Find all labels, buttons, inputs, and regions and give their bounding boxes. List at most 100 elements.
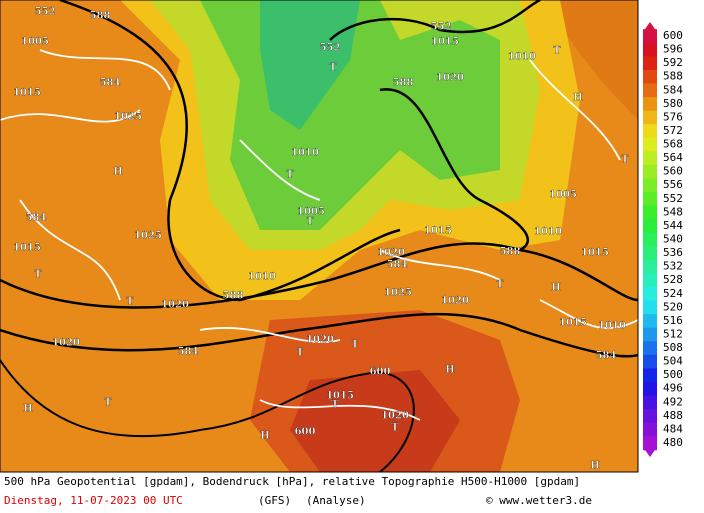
colorbar-swatch xyxy=(643,124,657,139)
colorbar-swatch xyxy=(643,219,657,234)
map-label: H xyxy=(113,167,122,178)
map-label: 1010 xyxy=(248,272,276,283)
colorbar-label: 560 xyxy=(663,165,683,178)
colorbar-label: 556 xyxy=(663,178,683,191)
colorbar-label: 564 xyxy=(663,151,683,164)
colorbar-swatch xyxy=(643,327,657,342)
map-label: 552 xyxy=(320,43,341,54)
map-label: 1015 xyxy=(559,318,587,329)
map-label: 584 xyxy=(26,213,47,224)
colorbar-label: 568 xyxy=(663,138,683,151)
map-border xyxy=(0,0,639,473)
map-label: T xyxy=(34,270,42,281)
colorbar-label: 524 xyxy=(663,287,683,300)
contour xyxy=(379,88,529,252)
map-label: H xyxy=(445,365,454,376)
map-label: 1020 xyxy=(381,411,409,422)
colorbar-label: 528 xyxy=(663,273,683,286)
colorbar-swatch xyxy=(643,29,657,44)
map-label: 1020 xyxy=(306,335,334,346)
colorbar-label: 512 xyxy=(663,327,683,340)
map-label: 1020 xyxy=(377,248,405,259)
colorbar-label: 544 xyxy=(663,219,683,232)
map-label: 588 xyxy=(500,247,521,258)
map-label: 1020 xyxy=(441,296,469,307)
map-label: 1015 xyxy=(431,37,459,48)
colorbar-swatch xyxy=(643,83,657,98)
colorbar-label: 588 xyxy=(663,70,683,83)
map-label: T xyxy=(306,217,314,228)
footer-model: (GFS) xyxy=(258,494,291,507)
map-label: 1025 xyxy=(114,112,142,123)
map-label: 584 xyxy=(387,260,408,271)
colorbar-swatch xyxy=(643,300,657,315)
colorbar-label: 580 xyxy=(663,97,683,110)
colorbar-label: 592 xyxy=(663,56,683,69)
map-label: 1015 xyxy=(13,88,41,99)
contour xyxy=(0,312,638,358)
colorbar-label: 540 xyxy=(663,233,683,246)
map-label: 588 xyxy=(393,78,414,89)
colorbar-swatch xyxy=(643,259,657,274)
colorbar-swatch xyxy=(643,341,657,356)
colorbar-swatch xyxy=(643,232,657,247)
map-label: 1020 xyxy=(52,338,80,349)
colorbar-swatch xyxy=(643,56,657,71)
map-label: 1015 xyxy=(581,248,609,259)
map-label: T xyxy=(351,340,359,351)
colorbar-swatch xyxy=(643,151,657,166)
colorbar-label: 536 xyxy=(663,246,683,259)
contour xyxy=(0,359,415,472)
map-label: 584 xyxy=(100,78,121,89)
map-label: T xyxy=(126,297,134,308)
map-label: 1020 xyxy=(161,300,189,311)
colorbar-swatch xyxy=(643,69,657,84)
map-label: 600 xyxy=(370,367,391,378)
isobar xyxy=(39,49,638,421)
field xyxy=(0,0,638,120)
map-label: H xyxy=(260,431,269,442)
footer-run: (Analyse) xyxy=(306,494,366,507)
colorbar-swatch xyxy=(643,110,657,125)
map-label: 1015 xyxy=(326,391,354,402)
map-label: 1025 xyxy=(134,231,162,242)
colorbar-label: 520 xyxy=(663,300,683,313)
colorbar-swatch xyxy=(643,409,657,424)
colorbar-label: 488 xyxy=(663,409,683,422)
map-label: 1005 xyxy=(21,37,49,48)
contour xyxy=(0,242,638,309)
map-label: 1010 xyxy=(598,321,626,332)
map-label: 552 xyxy=(35,7,56,18)
colorbar-swatch xyxy=(643,354,657,369)
contour xyxy=(329,0,541,41)
map-label: T xyxy=(553,46,561,57)
map-label: 584 xyxy=(596,351,617,362)
colorbar: 6005965925885845805765725685645605565525… xyxy=(643,22,683,457)
map-label: 588 xyxy=(90,11,111,22)
colorbar-swatch xyxy=(643,246,657,261)
map-label: T xyxy=(104,398,112,409)
colorbar-label: 596 xyxy=(663,43,683,56)
map-label: H xyxy=(551,283,560,294)
map-label: 552 xyxy=(431,22,452,33)
colorbar-swatch xyxy=(643,205,657,220)
map-label: 1015 xyxy=(13,243,41,254)
footer-date: Dienstag, 11-07-2023 00 UTC xyxy=(4,494,183,507)
colorbar-swatch xyxy=(643,137,657,152)
colorbar-swatch xyxy=(643,164,657,179)
footer-source: © www.wetter3.de xyxy=(486,494,592,507)
map-label: 1010 xyxy=(508,52,536,63)
map-label: 1010 xyxy=(291,148,319,159)
map-label: 1010 xyxy=(534,227,562,238)
colorbar-swatch xyxy=(643,368,657,383)
colorbar-label: 572 xyxy=(663,124,683,137)
colorbar-swatch xyxy=(643,286,657,302)
map-label: H xyxy=(573,93,582,104)
colorbar-label: 484 xyxy=(663,422,683,435)
colorbar-swatch xyxy=(643,178,657,193)
colorbar-label: 492 xyxy=(663,395,683,408)
colorbar-swatch xyxy=(643,97,657,112)
